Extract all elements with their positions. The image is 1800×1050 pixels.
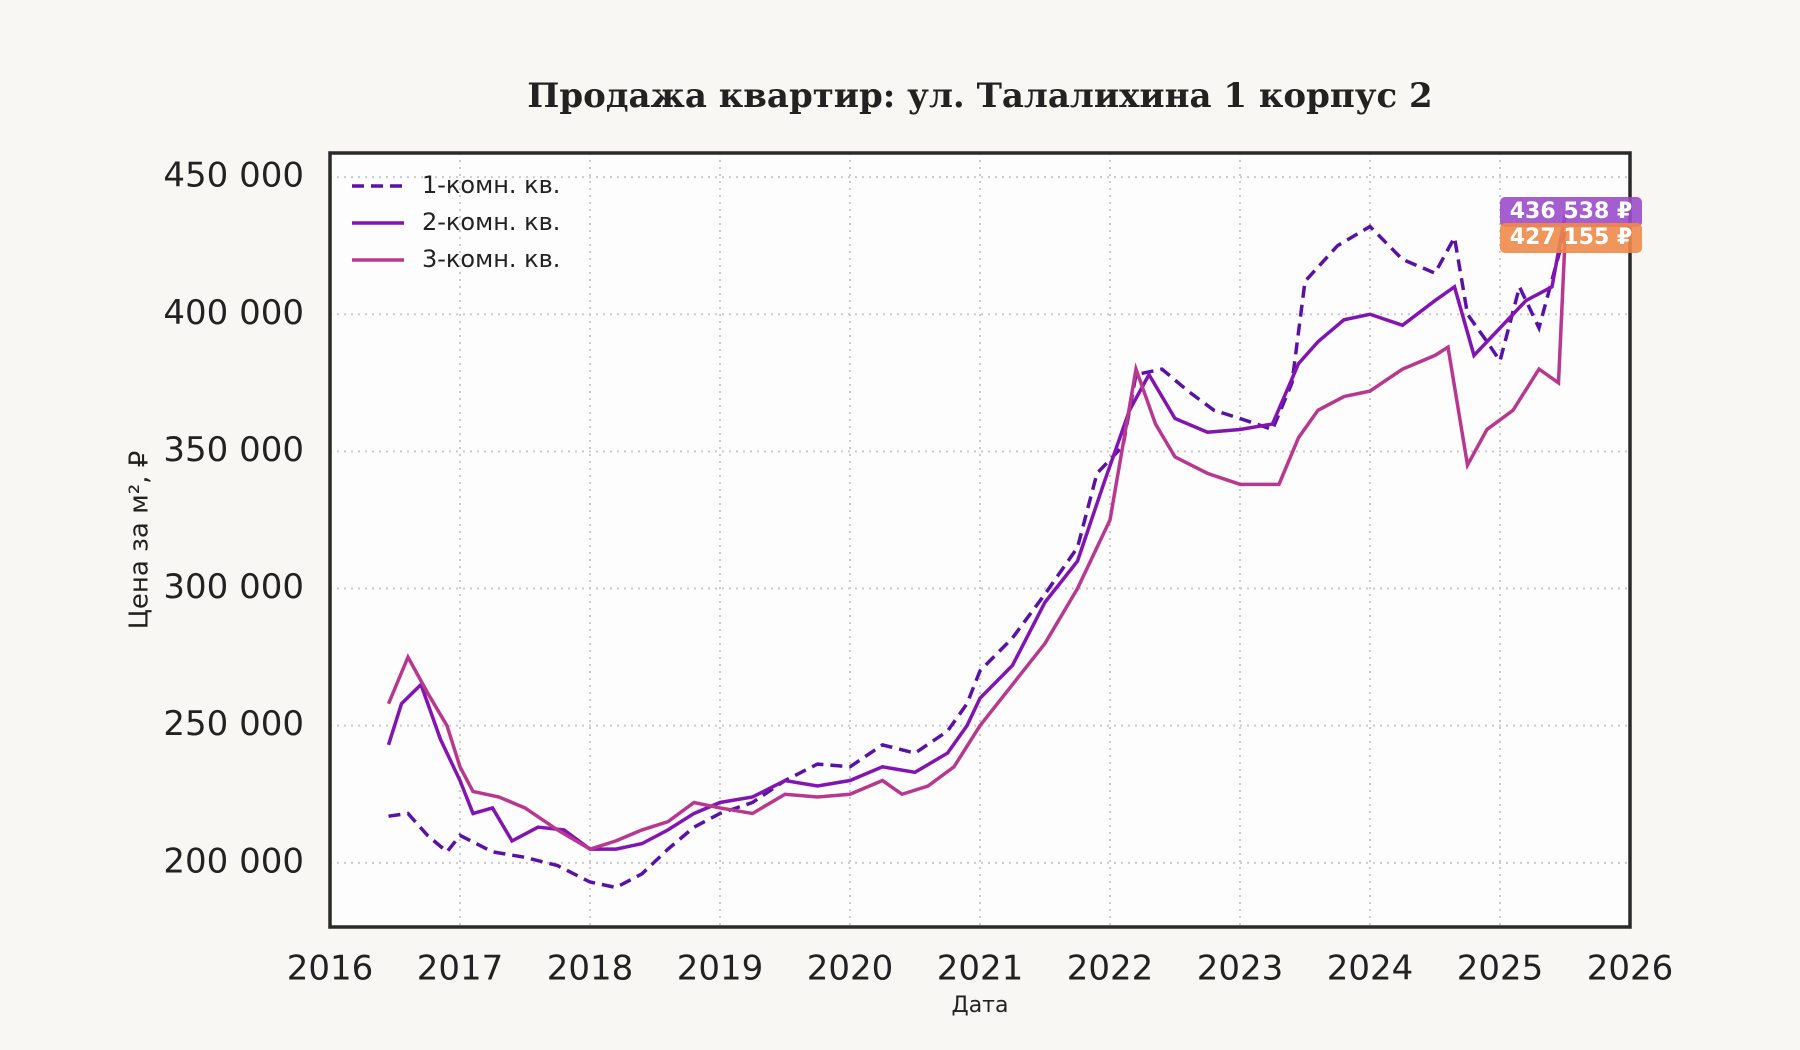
annotation-text: 427 155 ₽ — [1510, 225, 1632, 250]
plot-frame — [328, 151, 1632, 929]
annotation-box — [1500, 197, 1642, 227]
series-line — [386, 240, 1567, 852]
series-line — [388, 224, 1567, 890]
x-tick-label: 2022 — [1067, 949, 1154, 989]
legend-label: 1-комн. кв. — [422, 171, 560, 199]
x-tick-label: 2024 — [1327, 949, 1414, 989]
legend-label: 2-комн. кв. — [422, 208, 560, 236]
x-tick-label: 2026 — [1587, 949, 1674, 989]
legend-label: 3-комн. кв. — [422, 245, 560, 273]
y-tick-label: 400 000 — [163, 293, 304, 333]
x-tick-label: 2020 — [807, 949, 894, 989]
series-line — [386, 215, 1567, 851]
y-tick-label: 450 000 — [163, 156, 304, 196]
y-tick-label: 300 000 — [163, 567, 304, 607]
annotation-box — [1500, 223, 1642, 253]
x-tick-label: 2025 — [1457, 949, 1544, 989]
x-tick-label: 2023 — [1197, 949, 1284, 989]
y-tick-label: 200 000 — [163, 841, 304, 881]
y-tick-label: 250 000 — [163, 704, 304, 744]
x-tick-label: 2017 — [417, 949, 504, 989]
chart-title: Продажа квартир: ул. Талалихина 1 корпус… — [527, 76, 1432, 116]
x-axis-label: Дата — [952, 993, 1009, 1018]
x-tick-label: 2019 — [677, 949, 764, 989]
y-tick-label: 350 000 — [163, 430, 304, 470]
x-tick-label: 2021 — [937, 949, 1024, 989]
annotation-text: 436 538 ₽ — [1510, 199, 1632, 224]
y-axis-label: Цена за м², ₽ — [125, 451, 155, 630]
x-tick-label: 2016 — [287, 949, 374, 989]
x-tick-label: 2018 — [547, 949, 634, 989]
